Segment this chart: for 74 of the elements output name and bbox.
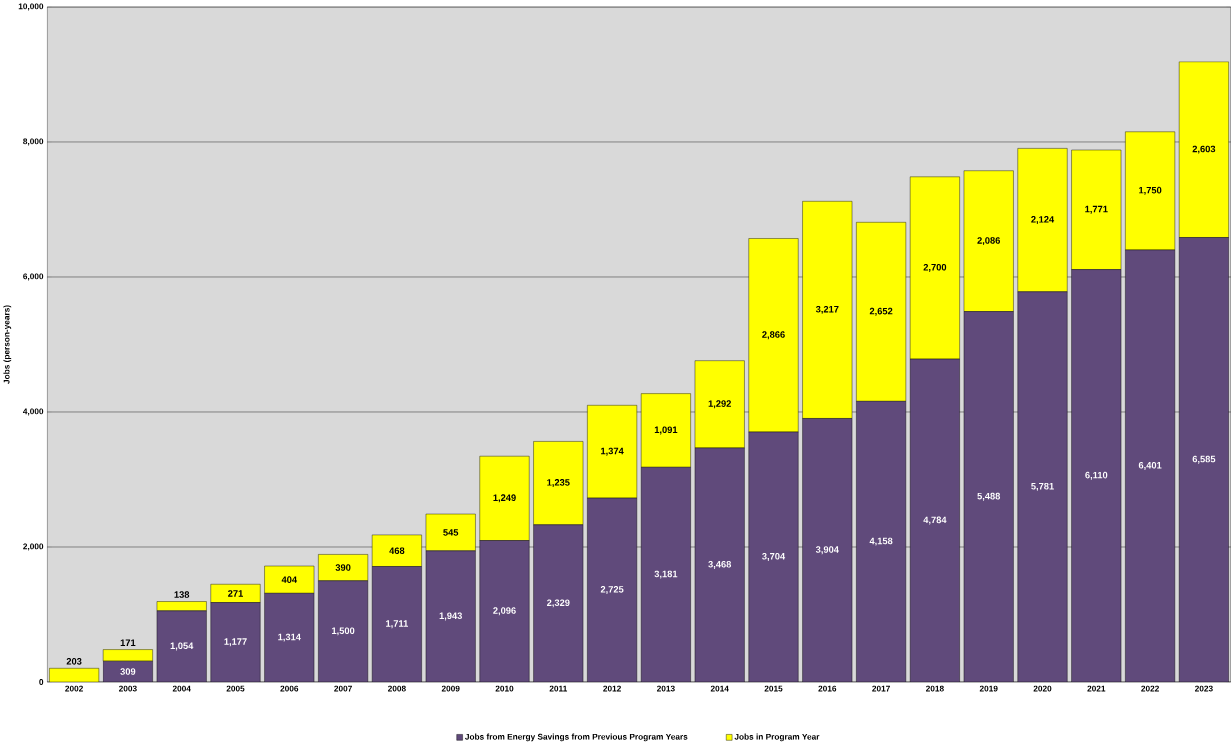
x-tick-label: 2009 xyxy=(441,685,460,692)
x-tick-label: 2012 xyxy=(603,685,621,692)
data-label: 1,771 xyxy=(1085,205,1108,214)
data-label: 1,235 xyxy=(547,478,570,487)
x-tick-label: 2015 xyxy=(764,685,783,692)
x-tick-label: 2018 xyxy=(926,685,944,692)
data-label: 6,401 xyxy=(1138,461,1162,470)
data-label: 2,086 xyxy=(977,237,1000,245)
data-label: 138 xyxy=(174,591,190,598)
data-label: 2,652 xyxy=(869,307,893,316)
x-tick-label: 2006 xyxy=(280,685,299,692)
data-label: 3,468 xyxy=(708,560,732,569)
data-label: 1,292 xyxy=(708,400,731,409)
data-label: 468 xyxy=(389,547,405,554)
y-tick-label: 0 xyxy=(39,678,44,685)
data-label: 6,110 xyxy=(1085,471,1108,480)
data-label: 1,750 xyxy=(1139,186,1162,195)
data-label: 2,603 xyxy=(1192,145,1216,154)
data-label: 2,700 xyxy=(923,263,947,272)
x-tick-label: 2016 xyxy=(818,685,837,692)
data-label: 404 xyxy=(281,576,298,583)
y-tick-label: 6,000 xyxy=(23,273,44,281)
data-label: 1,054 xyxy=(170,642,194,651)
data-label: 1,943 xyxy=(439,612,462,621)
x-tick-label: 2010 xyxy=(495,685,514,692)
x-tick-label: 2019 xyxy=(979,685,998,692)
data-label: 1,249 xyxy=(493,494,516,503)
y-tick-label: 2,000 xyxy=(23,543,44,551)
x-tick-label: 2008 xyxy=(387,685,406,692)
data-label: 2,866 xyxy=(762,331,785,340)
data-label: 390 xyxy=(335,564,351,571)
data-label: 1,711 xyxy=(386,620,409,629)
data-label: 3,217 xyxy=(815,305,839,314)
data-label: 1,374 xyxy=(601,447,624,456)
data-label: 171 xyxy=(120,639,136,646)
x-tick-label: 2017 xyxy=(872,685,890,692)
y-tick-label: 10,000 xyxy=(18,3,44,11)
data-label: 4,158 xyxy=(869,537,893,546)
x-tick-label: 2023 xyxy=(1195,685,1213,692)
data-label: 2,124 xyxy=(1031,215,1055,224)
data-label: 5,488 xyxy=(977,492,1001,501)
x-tick-label: 2020 xyxy=(1033,685,1052,692)
data-label: 2,725 xyxy=(600,585,624,594)
x-tick-label: 2004 xyxy=(172,685,191,692)
x-tick-label: 2022 xyxy=(1141,685,1159,692)
data-label: 1,091 xyxy=(654,426,678,435)
y-axis-title: Jobs (person-years) xyxy=(3,305,12,384)
data-label: 1,314 xyxy=(278,633,301,642)
x-tick-label: 2002 xyxy=(65,685,83,692)
data-label: 1,500 xyxy=(332,627,355,636)
data-label: 203 xyxy=(66,657,82,665)
data-label: 545 xyxy=(443,529,459,536)
legend-label: Jobs in Program Year xyxy=(734,733,820,742)
x-tick-label: 2011 xyxy=(549,685,568,692)
data-label: 1,177 xyxy=(224,638,247,647)
y-tick-label: 8,000 xyxy=(23,138,44,146)
data-label: 271 xyxy=(228,590,243,597)
x-tick-label: 2007 xyxy=(334,685,352,692)
legend-label: Jobs from Energy Savings from Previous Program Years xyxy=(465,733,688,742)
x-tick-label: 2003 xyxy=(118,685,137,692)
data-label: 3,181 xyxy=(654,570,678,579)
data-label: 309 xyxy=(120,668,136,675)
y-tick-label: 4,000 xyxy=(22,408,44,416)
data-label: 2,096 xyxy=(493,607,516,616)
data-label: 6,585 xyxy=(1192,455,1216,464)
x-tick-label: 2021 xyxy=(1087,685,1106,692)
data-label: 3,904 xyxy=(815,546,839,555)
x-tick-label: 2005 xyxy=(226,685,245,692)
data-label: 2,329 xyxy=(546,599,570,608)
x-tick-label: 2013 xyxy=(657,685,675,692)
x-tick-label: 2014 xyxy=(710,685,729,692)
data-label: 5,781 xyxy=(1031,482,1054,491)
data-label: 4,784 xyxy=(923,516,947,525)
data-label: 3,704 xyxy=(762,552,786,561)
